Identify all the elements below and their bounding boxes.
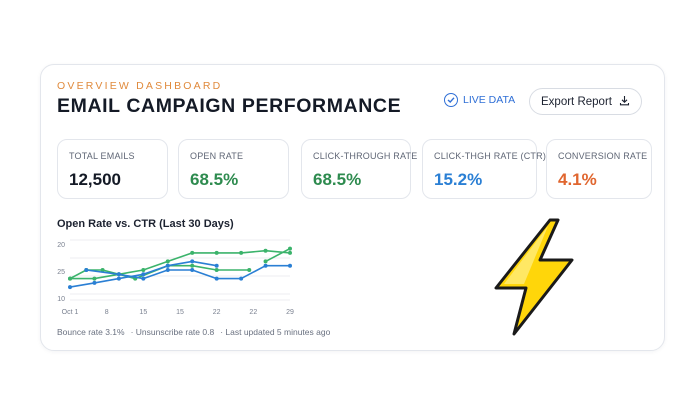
data-point: [92, 280, 97, 285]
export-report-button[interactable]: Export Report: [529, 88, 642, 115]
x-tick-label: 15: [176, 309, 184, 316]
live-data-label: LIVE DATA: [463, 94, 516, 106]
bounce-rate-text: Bounce rate 3.1%: [57, 327, 125, 337]
kpi-card-ctr: CLICK-THGH RATE (CTR) 15.2%: [422, 139, 546, 199]
data-point: [100, 268, 105, 272]
data-point: [92, 276, 97, 281]
data-point: [165, 259, 170, 264]
kpi-value: 68.5%: [190, 170, 239, 189]
series-line: [70, 249, 291, 280]
line-chart: 20 25 10 Oct 1 8 15 15 22 22 29: [57, 239, 294, 316]
y-tick-label: 20: [57, 242, 65, 249]
chart-title: Open Rate vs. CTR (Last 30 Days): [57, 218, 234, 230]
data-point: [165, 268, 170, 272]
x-tick-label: 8: [105, 309, 109, 316]
y-tick-label: 10: [57, 296, 65, 303]
data-point: [214, 250, 219, 255]
data-point: [214, 268, 219, 272]
kpi-card-total-emails: TOTAL EMAILS 12,500: [57, 139, 168, 199]
kpi-label: CONVERSION RATE: [558, 151, 648, 161]
kpi-card-open-rate: OPEN RATE 68.5%: [178, 139, 289, 199]
series-line: [86, 264, 290, 280]
data-point: [165, 263, 170, 268]
data-point: [141, 272, 146, 277]
data-point: [141, 276, 146, 281]
data-point: [116, 276, 121, 281]
data-point: [190, 250, 195, 255]
kpi-value: 68.5%: [313, 170, 362, 189]
kpi-label: TOTAL EMAILS: [69, 151, 135, 161]
data-point: [239, 250, 244, 255]
data-point: [214, 263, 219, 268]
data-point: [288, 250, 292, 255]
eyebrow-label: OVERVIEW DASHBOARD: [57, 80, 223, 92]
kpi-label: CLICK-THROUGH RATE: [313, 151, 418, 161]
x-tick-label: 22: [249, 309, 257, 316]
y-tick-label: 25: [57, 269, 65, 276]
kpi-value: 4.1%: [558, 170, 597, 189]
last-updated-text: · Last updated 5 minutes ago: [220, 327, 331, 337]
x-tick-label: 29: [286, 309, 294, 316]
kpi-value: 12,500: [69, 170, 121, 189]
data-point: [84, 268, 89, 272]
data-point: [239, 276, 244, 281]
data-point: [68, 276, 72, 281]
data-point: [214, 276, 219, 281]
lightning-bolt-icon: [494, 218, 574, 336]
x-tick-label: Oct 1: [62, 309, 79, 316]
series-line: [265, 247, 291, 263]
x-tick-label: 15: [139, 309, 147, 316]
kpi-card-conversion-rate: CONVERSION RATE 4.1%: [546, 139, 652, 199]
download-icon: [619, 95, 630, 109]
kpi-card-click-through-rate: CLICK-THROUGH RATE 68.5%: [301, 139, 417, 199]
page-title: EMAIL CAMPAIGN PERFORMANCE: [57, 95, 402, 117]
kpi-label: CLICK-THGH RATE (CTR): [434, 151, 547, 161]
data-point: [190, 268, 195, 272]
data-point: [288, 263, 292, 268]
chart-footer: Bounce rate 3.1% · Unsunscribe rate 0.8 …: [57, 327, 330, 337]
kpi-label: OPEN RATE: [190, 151, 244, 161]
data-point: [263, 248, 268, 253]
data-point: [263, 263, 268, 268]
data-point: [190, 259, 195, 264]
data-point: [141, 268, 146, 272]
data-point: [116, 272, 121, 277]
unsubscribe-rate-text: · Unsunscribe rate 0.8: [130, 327, 215, 337]
check-circle-icon: [444, 93, 458, 107]
data-point: [288, 246, 292, 251]
data-point: [247, 268, 252, 272]
data-point: [68, 285, 72, 290]
export-report-label: Export Report: [541, 95, 612, 108]
data-point: [263, 259, 268, 264]
x-tick-label: 22: [213, 309, 221, 316]
live-data-indicator: LIVE DATA: [444, 93, 515, 107]
data-point: [190, 263, 195, 268]
kpi-value: 15.2%: [434, 170, 483, 189]
